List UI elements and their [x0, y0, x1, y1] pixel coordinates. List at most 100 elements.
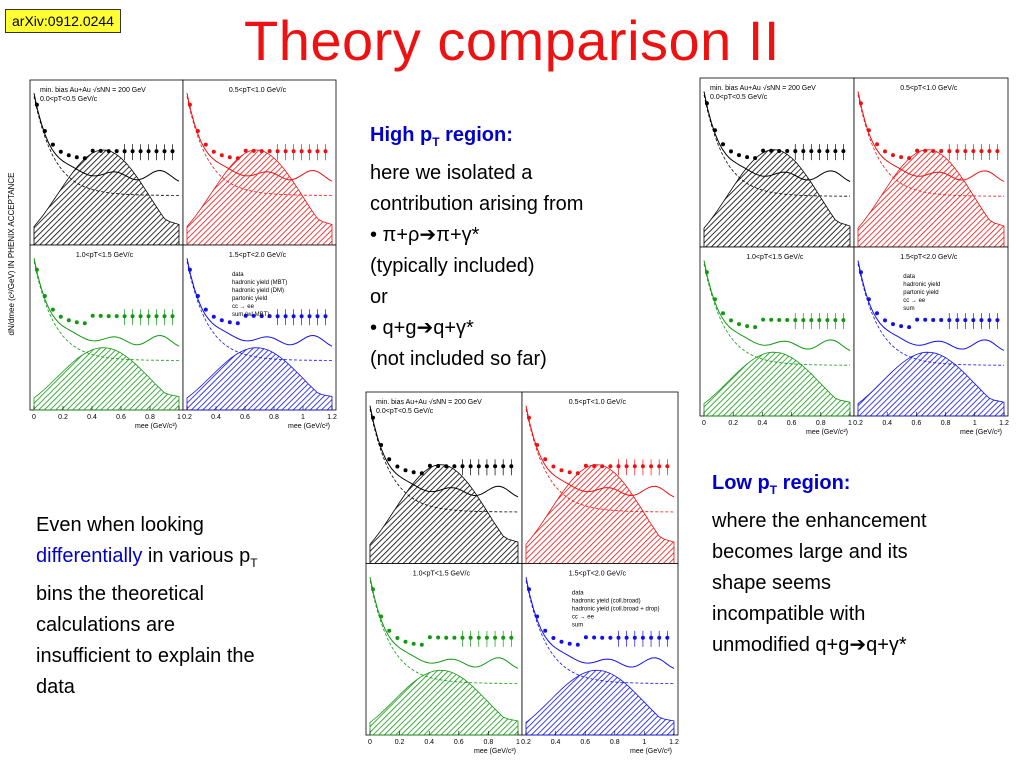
- panel-2: 0.5<pT<1.0 GeV/c: [521, 391, 679, 564]
- x-axis-label: mee (GeV/c²): [806, 429, 848, 436]
- legend-entry: data: [572, 591, 584, 597]
- data-point: [403, 468, 408, 473]
- x-axis-label: mee (GeV/c²): [474, 748, 516, 755]
- data-point: [567, 641, 572, 646]
- data-point: [379, 614, 384, 619]
- sum-curve: [186, 93, 333, 182]
- data-point: [575, 471, 580, 476]
- data-point: [567, 470, 572, 475]
- panel-label: 1.5<pT<2.0 GeV/c: [900, 254, 958, 261]
- panel-4: 1.5<pT<2.0 GeV/c data hadronic yield parton…: [853, 246, 1009, 436]
- data-point: [883, 149, 887, 154]
- data-point: [436, 464, 441, 468]
- x-tick-label: 1: [301, 414, 305, 421]
- x-tick-label: 0.4: [87, 414, 97, 421]
- data-point: [600, 635, 605, 640]
- sum-curve: [703, 91, 851, 182]
- x-tick-label: 0.6: [787, 420, 797, 427]
- x-tick-label: 0.4: [424, 739, 434, 746]
- data-point: [50, 307, 55, 312]
- partonic-yield-area: [186, 347, 333, 411]
- legend-entry: hadronic yield: [903, 282, 940, 288]
- panel-2: 0.5<pT<1.0 GeV/c: [853, 77, 1009, 248]
- x-tick-label: 1: [848, 420, 852, 427]
- data-point: [114, 314, 119, 319]
- data-point: [50, 142, 55, 147]
- data-point: [592, 635, 597, 640]
- legend-entry: hadronic yield (coll.broad): [572, 599, 641, 605]
- data-point: [42, 294, 47, 298]
- data-point: [769, 317, 774, 322]
- panel-label: 0.0<pT<0.5 GeV/c: [376, 408, 434, 415]
- data-point: [753, 156, 758, 161]
- figure-top-right-svg: min. bias Au+Au √sNN = 200 GeV 0.0<pT<0.5…: [699, 77, 1009, 436]
- high-pt-heading: High pT region:: [370, 124, 513, 149]
- data-point: [866, 297, 871, 302]
- hadronic-curve: [186, 261, 332, 361]
- sum-curve: [857, 260, 1005, 351]
- low-pt-line-5: unmodified q+g➔q+γ*: [712, 634, 907, 656]
- data-point: [66, 318, 71, 323]
- figure-top-right: min. bias Au+Au √sNN = 200 GeV 0.0<pT<0.5…: [678, 76, 1010, 436]
- arxiv-badge: arXiv:0912.0244: [5, 9, 121, 33]
- legend-entry: data: [232, 272, 244, 278]
- data-point: [395, 636, 400, 640]
- data-point: [211, 314, 216, 319]
- data-point: [98, 313, 103, 318]
- figure-center: min. bias Au+Au √sNN = 200 GeV 0.0<pT<0.5…: [344, 390, 680, 755]
- hadronic-curve: [33, 96, 179, 196]
- sum-curve: [369, 577, 519, 669]
- data-point: [875, 142, 879, 147]
- data-point: [761, 317, 766, 322]
- data-point: [704, 101, 709, 106]
- data-point: [899, 155, 904, 160]
- legend-entry: sum: [572, 623, 583, 629]
- high-pt-bullet-1: • π+ρ➔π+γ*: [370, 224, 480, 246]
- data-point: [251, 148, 256, 153]
- x-axis-label: mee (GeV/c²): [630, 748, 672, 755]
- x-tick-label: 0.2: [521, 739, 531, 746]
- data-point: [559, 639, 564, 644]
- x-tick-label: 0.6: [580, 739, 590, 746]
- legend-entry: hadronic yield (coll.broad + drop): [572, 607, 660, 613]
- data-point: [785, 318, 790, 322]
- data-point: [777, 149, 782, 153]
- x-tick-label: 1: [516, 739, 520, 746]
- panel-label: 0.0<pT<0.5 GeV/c: [40, 96, 98, 103]
- x-tick-label: 0.8: [941, 420, 951, 427]
- panel-2: 0.5<pT<1.0 GeV/c: [182, 79, 337, 246]
- data-point: [535, 443, 540, 447]
- data-point: [419, 471, 424, 476]
- data-point: [427, 635, 432, 640]
- data-point: [551, 464, 556, 469]
- data-point: [891, 153, 895, 158]
- data-point: [559, 468, 564, 473]
- data-point: [387, 628, 392, 633]
- data-point: [923, 317, 928, 322]
- sum-curve: [186, 258, 333, 347]
- x-tick-label: 0.8: [269, 414, 279, 421]
- data-point: [527, 415, 531, 420]
- x-tick-label: 1.2: [669, 739, 679, 746]
- data-point: [858, 101, 863, 106]
- high-pt-line-1: here we isolated a: [370, 162, 533, 184]
- data-point: [923, 148, 928, 153]
- panel-4: 1.5<pT<2.0 GeV/c data hadronic yield (MBT)…: [182, 244, 337, 430]
- x-tick-label: 1: [973, 420, 977, 427]
- data-point: [608, 635, 613, 640]
- panel-4: 1.5<pT<2.0 GeV/c data hadronic yield (coll…: [521, 563, 679, 755]
- panel-label: 1.0<pT<1.5 GeV/c: [76, 252, 134, 259]
- data-point: [114, 149, 119, 154]
- data-point: [785, 149, 790, 153]
- left-note-line-2: differentially in various pT: [36, 545, 258, 570]
- legend-entry: data: [903, 274, 915, 280]
- high-pt-line-5: (not included so far): [370, 348, 547, 370]
- legend-entry: partonic yield: [903, 290, 938, 296]
- data-point: [737, 153, 741, 158]
- data-point: [907, 156, 912, 161]
- data-point: [74, 155, 79, 160]
- data-point: [58, 149, 63, 154]
- panel-label: 0.5<pT<1.0 GeV/c: [569, 399, 627, 406]
- data-point: [195, 129, 200, 133]
- hadronic-curve: [186, 96, 332, 196]
